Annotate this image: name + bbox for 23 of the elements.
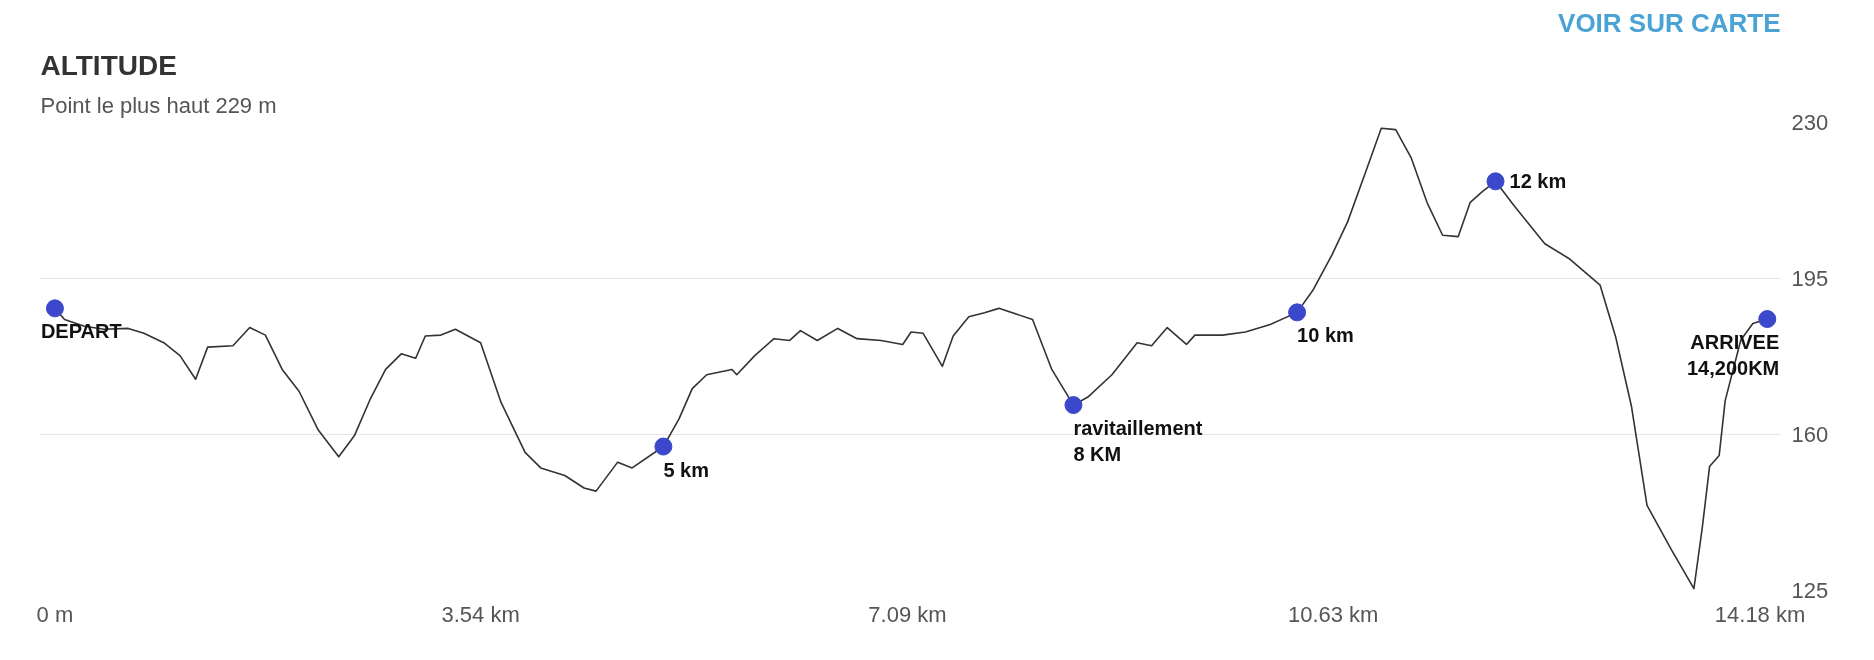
x-tick-label: 3.54 km	[441, 601, 520, 627]
annotation: 10 km	[1297, 324, 1354, 347]
chart-title: ALTITUDE	[40, 49, 177, 81]
y-tick-label: 230	[1791, 110, 1829, 135]
point	[1486, 172, 1505, 191]
point	[654, 437, 673, 456]
point	[1758, 310, 1777, 329]
x-tick-label: 10.63 km	[1287, 601, 1379, 627]
x-tick-label: 14.18 km	[1714, 601, 1806, 627]
annotation: ravitaillement 8 KM	[1073, 417, 1203, 466]
annotation: 5 km	[663, 458, 709, 481]
annotation: DEPART	[40, 320, 122, 343]
x-tick-label: 0 m	[36, 601, 74, 627]
text: VOIR SUR CARTE	[1558, 7, 1781, 38]
annotation: 12 km	[1509, 170, 1567, 193]
y-tick-label: 125	[1791, 578, 1829, 603]
x-tick-label: 7.09 km	[868, 601, 947, 627]
y-tick-label: 195	[1791, 266, 1829, 291]
point	[1288, 303, 1307, 322]
chart-subtitle: Point le plus haut 229 m	[40, 92, 277, 118]
point	[1064, 396, 1083, 415]
point	[45, 299, 64, 318]
y-tick-label: 160	[1791, 422, 1829, 447]
